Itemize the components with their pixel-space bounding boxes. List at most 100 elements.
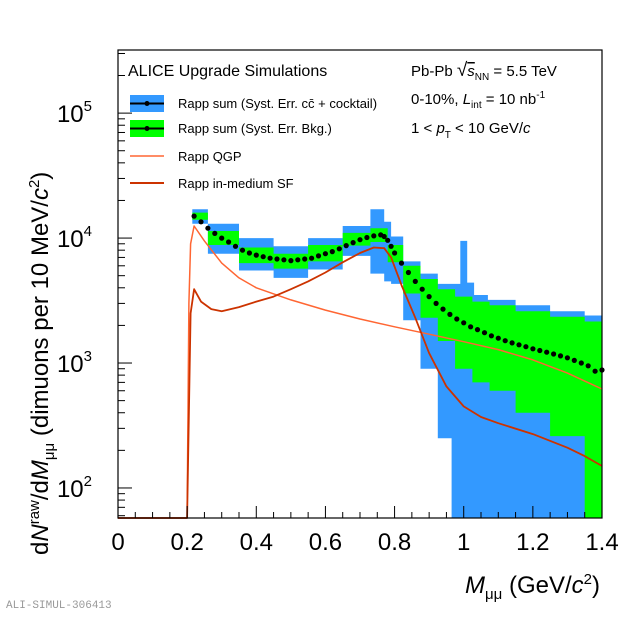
data-point <box>212 230 218 236</box>
x-axis-title: Mμμ (GeV/c2) <box>465 571 600 603</box>
band-syst-bkg <box>192 212 603 518</box>
legend-entry-qgp: Rapp QGP <box>130 149 242 164</box>
data-point <box>426 294 432 300</box>
data-point <box>481 330 488 336</box>
legend-entry-in-medium: Rapp in-medium SF <box>130 176 294 191</box>
x-tick-label: 0.4 <box>240 529 273 556</box>
error-bands <box>192 209 603 519</box>
data-point <box>468 324 474 330</box>
y-tick-exponent: 4 <box>84 223 92 240</box>
data-point <box>398 260 405 266</box>
data-point <box>239 247 246 253</box>
data-point <box>309 255 315 261</box>
legend-label: Rapp sum (Syst. Err. Bkg.) <box>178 121 332 136</box>
data-point <box>295 257 301 263</box>
data-point <box>516 342 522 348</box>
x-tick-label: 0.2 <box>170 529 203 556</box>
x-tick-label: 0.6 <box>309 529 342 556</box>
data-point <box>433 300 439 306</box>
y-tick-exponent: 3 <box>84 348 92 365</box>
data-point <box>253 252 259 258</box>
data-point <box>274 256 280 262</box>
data-point <box>302 256 308 262</box>
data-point <box>371 233 377 239</box>
y-tick-exponent: 5 <box>84 98 92 115</box>
data-point <box>322 251 328 257</box>
y-tick-label: 102 <box>57 473 92 503</box>
data-point <box>267 255 273 261</box>
y-axis-title: dNraw/dMμμ (dimuons per 10 MeV/c2) <box>26 172 58 555</box>
legend-marker <box>144 101 150 106</box>
y-tick-label: 105 <box>57 98 92 128</box>
data-point <box>592 368 598 374</box>
data-point <box>198 219 204 225</box>
x-tick-label: 0.8 <box>378 529 411 556</box>
data-point <box>571 357 577 363</box>
legend-label: Rapp in-medium SF <box>178 176 294 191</box>
data-point <box>219 235 225 241</box>
data-point <box>315 253 322 259</box>
data-point <box>412 278 418 284</box>
x-tick-label: 1.2 <box>516 529 549 556</box>
data-point <box>447 311 453 317</box>
data-point <box>388 243 394 249</box>
data-point <box>440 306 446 312</box>
model-lines <box>118 225 603 519</box>
data-point <box>585 363 591 369</box>
y-tick-label: 104 <box>57 223 92 253</box>
data-point <box>246 250 252 256</box>
data-point <box>385 237 391 243</box>
data-point <box>364 234 370 241</box>
data-point <box>495 335 501 341</box>
x-tick-label: 1 <box>457 529 470 556</box>
legend-marker <box>144 126 150 131</box>
data-point <box>329 249 335 255</box>
data-point <box>537 347 543 354</box>
band-syst-ccbar <box>192 209 603 519</box>
data-point <box>232 243 239 249</box>
data-point <box>405 269 411 276</box>
data-point <box>509 340 515 346</box>
data-point <box>288 258 294 264</box>
data-point <box>474 327 481 333</box>
data-point <box>205 225 211 231</box>
rapp-sum-markers <box>191 213 605 374</box>
line-rapp-in-medium-sf <box>118 246 603 519</box>
data-point <box>488 333 494 339</box>
legend-entry-syst-bkg: Rapp sum (Syst. Err. Bkg.) <box>130 120 332 137</box>
data-point <box>530 346 536 352</box>
annotation-collision: Pb-Pb √sNN = 5.5 TeV <box>411 60 557 83</box>
y-tick-exponent: 2 <box>84 473 92 490</box>
data-point <box>191 213 197 219</box>
annotation-pt-range: 1 < pT < 10 GeV/c <box>411 120 531 141</box>
data-point <box>260 254 266 260</box>
data-point <box>350 240 356 246</box>
data-point <box>281 257 287 263</box>
data-point <box>564 355 571 361</box>
data-point <box>557 353 564 359</box>
data-point <box>502 338 508 344</box>
data-point <box>381 233 387 240</box>
legend-label: Rapp sum (Syst. Err. cc̄ + cocktail) <box>178 96 377 111</box>
data-point <box>343 243 349 249</box>
watermark: ALI-SIMUL-306413 <box>6 600 112 612</box>
annotation-centrality: 0-10%, Lint = 10 nb-1 <box>411 90 546 111</box>
data-point <box>523 344 529 350</box>
x-tick-label: 1.4 <box>585 529 618 556</box>
data-point <box>336 246 342 252</box>
data-point <box>454 316 460 322</box>
annotations: Pb-Pb √sNN = 5.5 TeV 0-10%, Lint = 10 nb… <box>411 60 557 141</box>
data-point <box>544 349 550 355</box>
y-tick-label: 103 <box>57 348 92 378</box>
legend: ALICE Upgrade Simulations Rapp sum (Syst… <box>128 63 377 191</box>
data-point <box>578 360 584 366</box>
data-point <box>392 250 398 256</box>
x-tick-label: 0 <box>111 529 124 556</box>
line-rapp-qgp <box>118 225 603 519</box>
data-point <box>226 239 232 245</box>
legend-title: ALICE Upgrade Simulations <box>128 63 327 80</box>
data-point <box>419 286 425 292</box>
data-point <box>551 351 557 357</box>
data-point <box>357 237 363 243</box>
